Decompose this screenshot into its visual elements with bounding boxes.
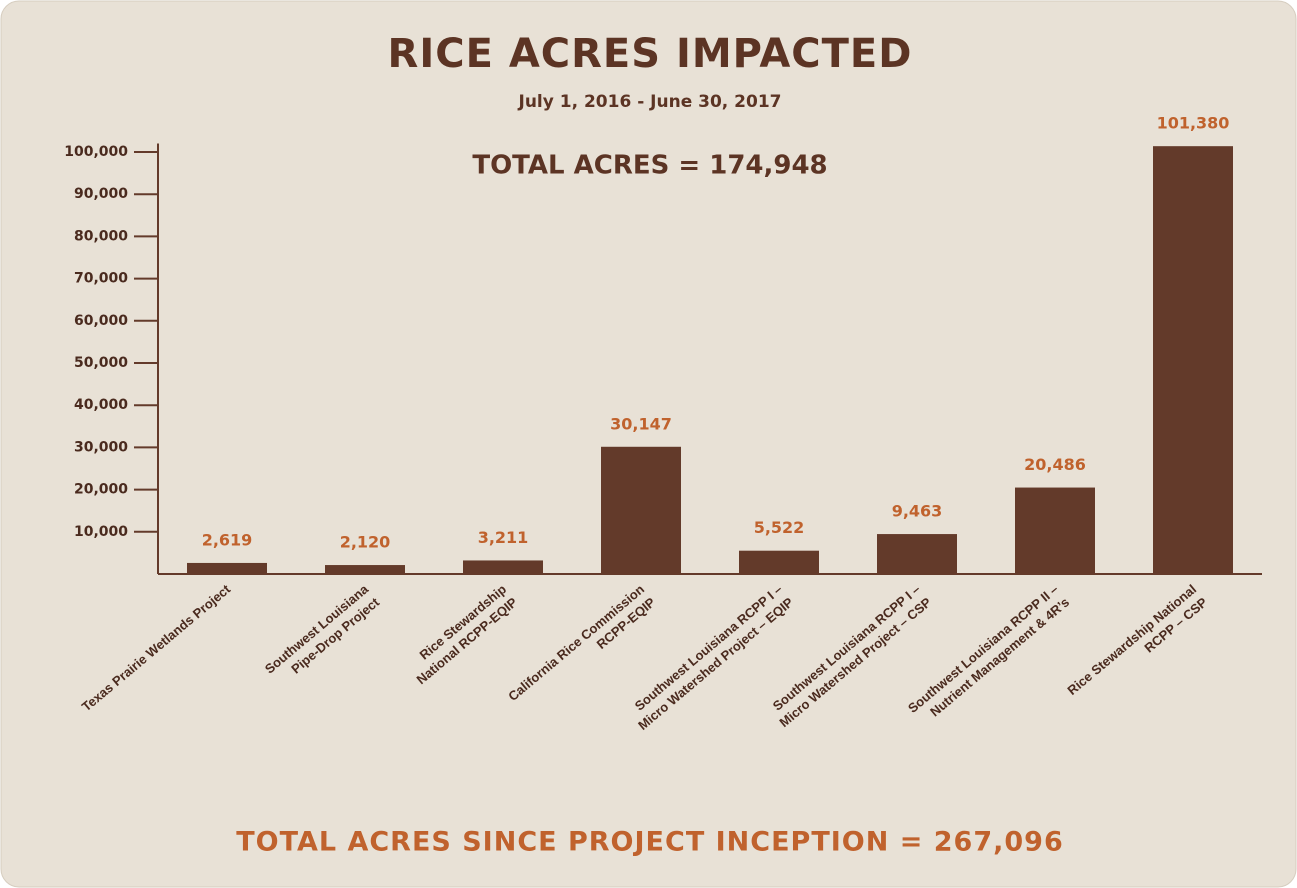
annotation: TOTAL ACRES SINCE PROJECT INCEPTION = 26… — [236, 827, 1064, 858]
bar — [325, 565, 405, 574]
y-tick-label: 50,000 — [74, 355, 128, 371]
value-label: 20,486 — [1024, 455, 1086, 474]
chart-subtitle: July 1, 2016 - June 30, 2017 — [518, 92, 782, 112]
y-tick-label: 90,000 — [74, 186, 128, 202]
bar — [877, 534, 957, 574]
y-tick-label: 30,000 — [74, 439, 128, 455]
bar — [1015, 487, 1095, 574]
value-label: 2,120 — [340, 533, 391, 552]
y-tick-label: 60,000 — [74, 313, 128, 329]
y-tick-label: 10,000 — [74, 524, 128, 540]
chart-title: RICE ACRES IMPACTED — [388, 31, 913, 77]
bar — [463, 560, 543, 574]
y-tick-label: 100,000 — [64, 144, 128, 160]
bar — [1153, 146, 1233, 575]
y-tick-label: 20,000 — [74, 482, 128, 498]
value-label: 30,147 — [610, 414, 672, 433]
annotation: TOTAL ACRES = 174,948 — [472, 151, 827, 181]
y-tick-label: 40,000 — [74, 397, 128, 413]
value-label: 2,619 — [202, 530, 253, 549]
bar — [187, 562, 267, 574]
bar — [739, 550, 819, 574]
value-label: 9,463 — [892, 502, 943, 521]
value-label: 5,522 — [754, 518, 805, 537]
y-tick-label: 70,000 — [74, 271, 128, 287]
y-tick-label: 80,000 — [74, 228, 128, 244]
value-label: 3,211 — [478, 528, 529, 547]
bar — [601, 446, 681, 574]
value-label: 101,380 — [1157, 114, 1230, 133]
